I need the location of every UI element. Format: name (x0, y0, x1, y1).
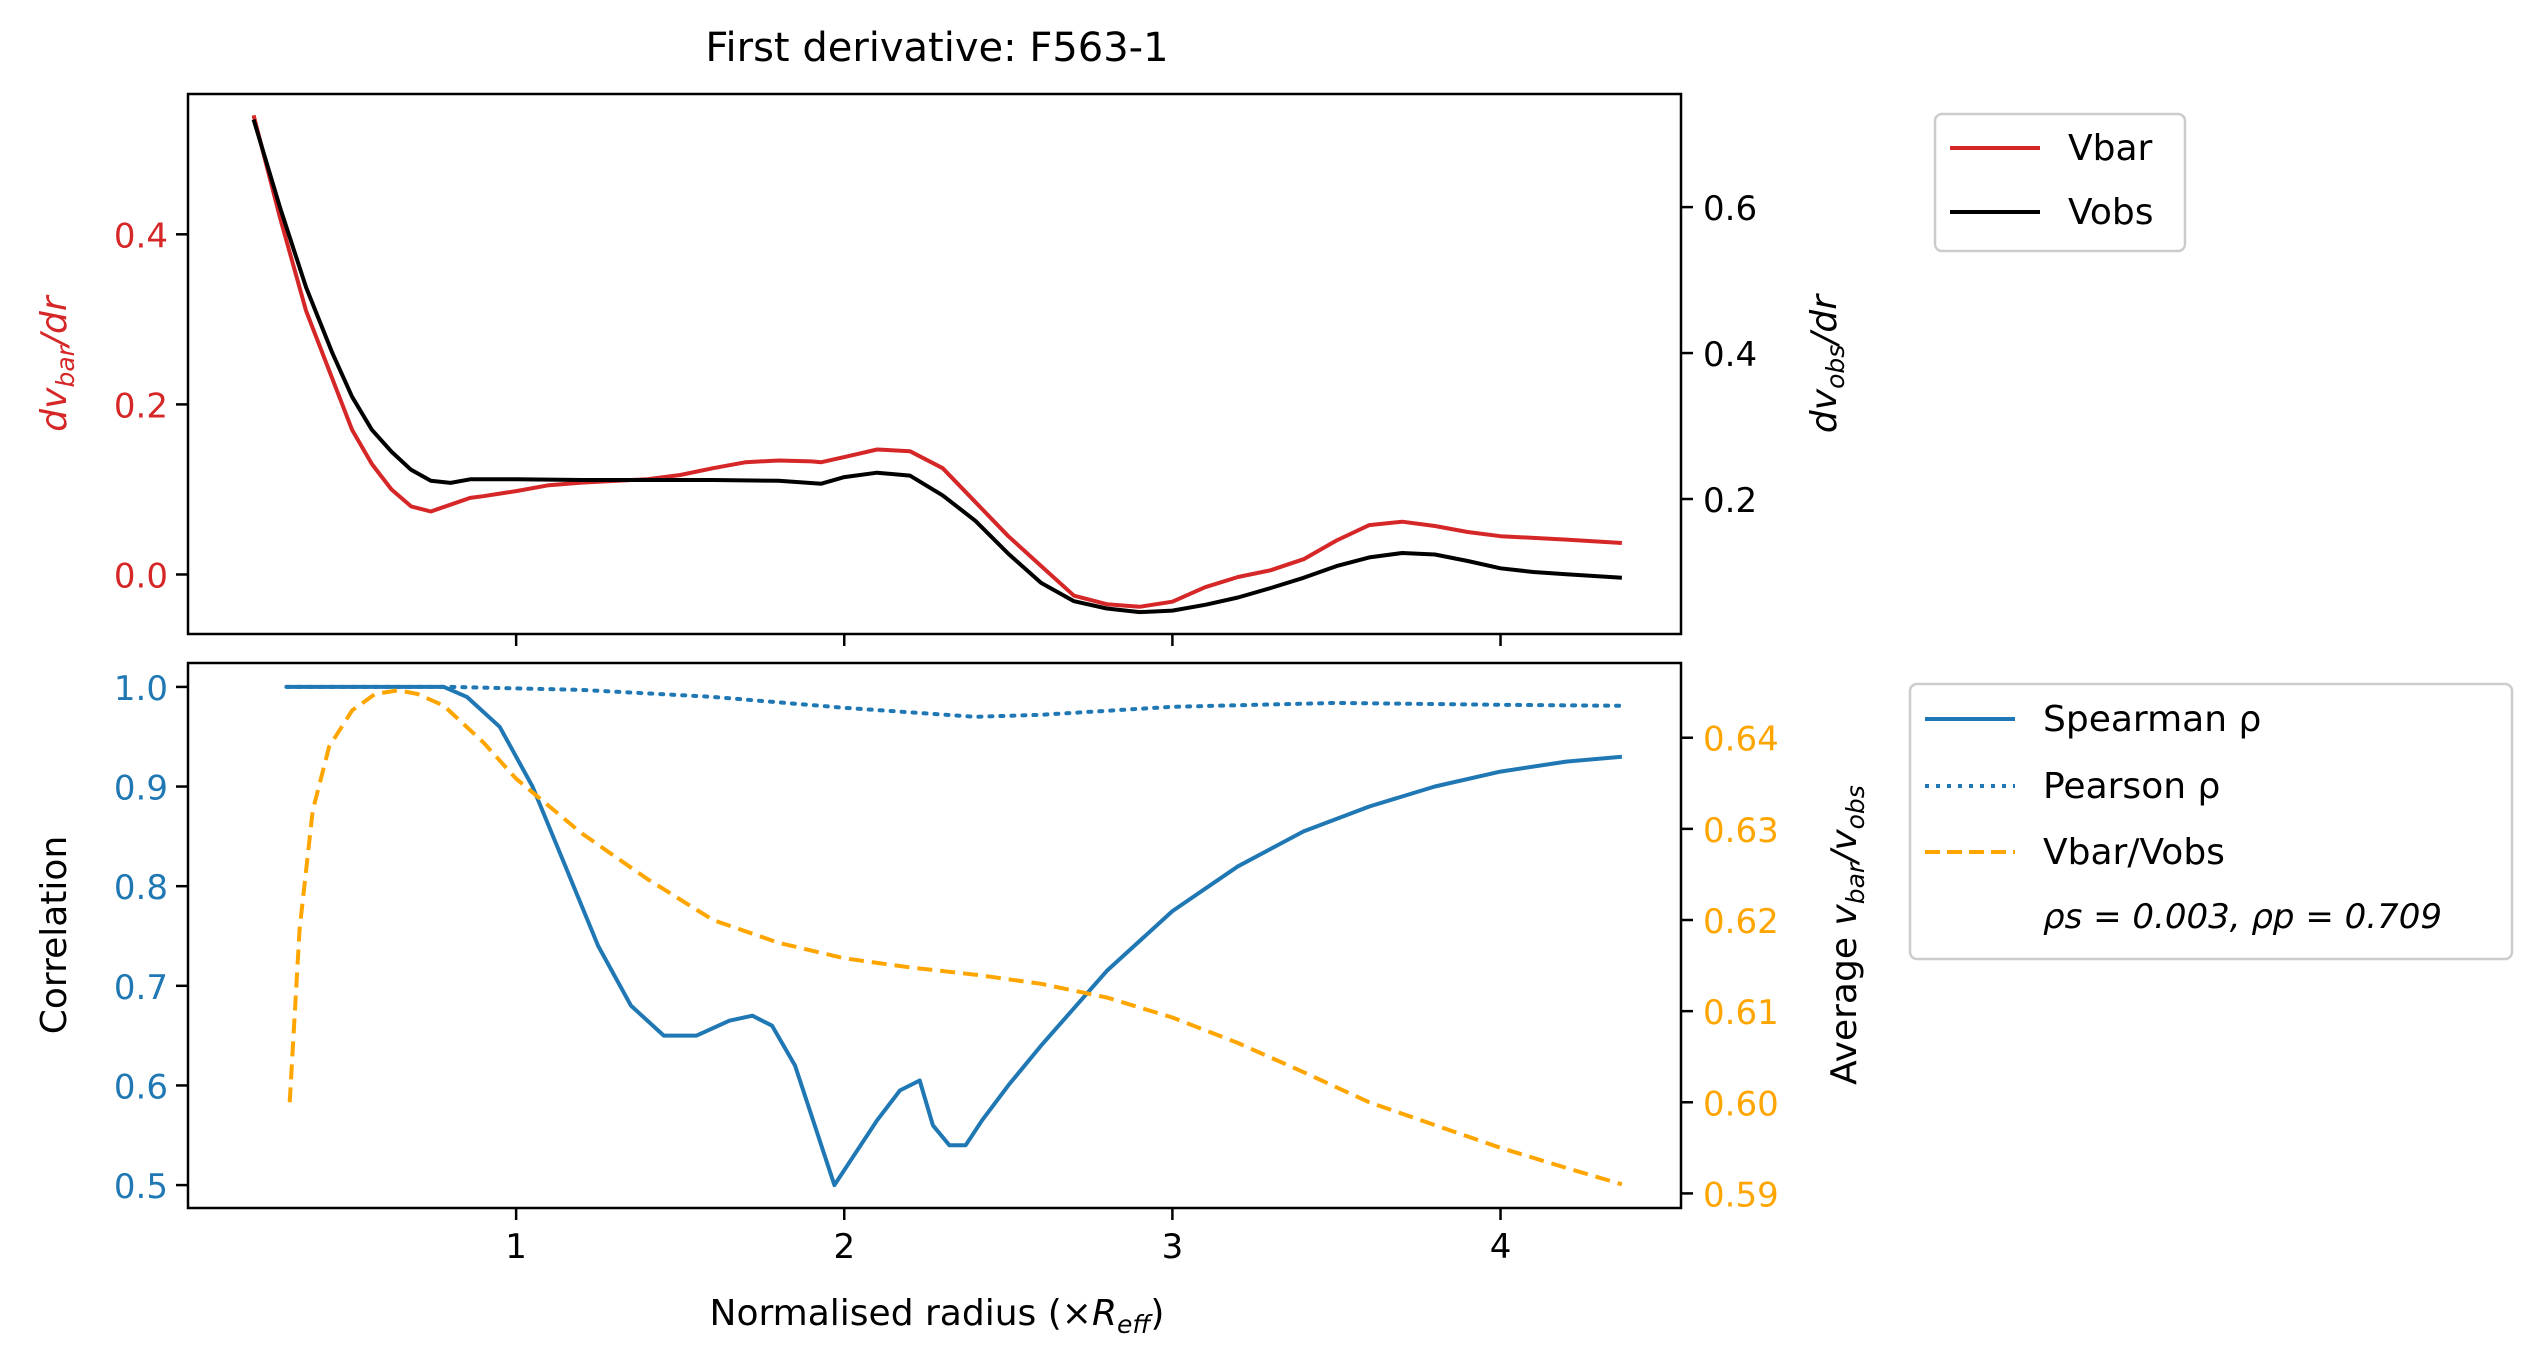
right-axis-tick-label: 0.62 (1703, 902, 1779, 942)
left-axis-tick-label: 0.5 (114, 1167, 168, 1207)
right-axis-tick-label: 0.4 (1703, 335, 1757, 375)
top-axes-frame (186, 92, 1683, 636)
x-axis-label: Normalised radius (×Reff) (710, 1293, 1165, 1339)
bottom-x-axis: 1 2 3 4 (505, 1208, 1511, 1267)
right-axis-tick-label: 0.60 (1703, 1084, 1779, 1124)
right-axis-tick-label: 0.63 (1703, 811, 1779, 851)
legend-spearman-label: Spearman ρ (2043, 699, 2261, 740)
x-axis-tick-label: 2 (833, 1227, 855, 1267)
left-axis-tick-label: 0.9 (114, 769, 168, 809)
top-panel: 0.00.20.4 0.20.40.6 dvbar/dr dvobs/dr (34, 92, 1850, 646)
top-legend: Vbar Vobs (1933, 112, 2187, 253)
top-series-layer (251, 114, 1623, 615)
left-axis-tick-label: 0.7 (114, 968, 168, 1008)
bottom-right-axis-label: Average vbar/vobs (1824, 785, 1870, 1085)
bottom-panel: 0.50.60.70.80.91.0 0.590.600.610.620.630… (34, 661, 1870, 1339)
left-axis-tick-label: 0.4 (114, 216, 168, 256)
series-line-spearman (286, 684, 1623, 1188)
left-axis-tick-label: 0.0 (114, 556, 168, 596)
legend-stats-text: ρs = 0.003, ρp = 0.709 (2043, 897, 2442, 937)
legend-ratio-label: Vbar/Vobs (2043, 832, 2225, 873)
series-line-vbar-vobs (287, 688, 1623, 1187)
top-x-axis (514, 634, 1502, 646)
legend-vobs-label: Vobs (2068, 192, 2153, 233)
left-axis-tick-label: 0.6 (114, 1067, 168, 1107)
right-axis-tick-label: 0.64 (1703, 720, 1779, 760)
bottom-legend-frame (1908, 682, 2514, 961)
legend-pearson-label: Pearson ρ (2043, 766, 2220, 807)
top-right-axis: 0.2 0.4 0.6 (1681, 189, 1757, 521)
series-line-vobs (251, 118, 1623, 615)
bottom-series-layer (284, 684, 1624, 1188)
bottom-left-axis: 0.5 0.6 0.7 0.8 0.9 1.0 (114, 669, 188, 1207)
figure-title: First derivative: F563-1 (705, 25, 1168, 71)
bottom-right-axis: 0.59 0.60 0.61 0.62 0.63 0.64 (1681, 720, 1779, 1215)
bottom-axes-frame (186, 661, 1683, 1210)
right-axis-tick-label: 0.61 (1703, 993, 1779, 1033)
left-axis-tick-label: 0.8 (114, 868, 168, 908)
series-line-vbar (251, 114, 1623, 609)
right-axis-tick-label: 0.2 (1703, 481, 1757, 521)
x-axis-tick-label: 1 (505, 1227, 527, 1267)
left-axis-tick-label: 1.0 (114, 669, 168, 709)
x-axis-tick-label: 3 (1162, 1227, 1184, 1267)
top-left-axis: 0.0 0.2 0.4 (114, 216, 188, 596)
legend-vbar-label: Vbar (2068, 128, 2153, 169)
bottom-legend: Spearman ρ Pearson ρ Vbar/Vobs ρs = 0.00… (1908, 682, 2514, 961)
series-line-pearson (284, 684, 1624, 719)
top-right-axis-label: dvobs/dr (1804, 293, 1850, 433)
bottom-left-axis-label: Correlation (34, 836, 75, 1035)
left-axis-tick-label: 0.2 (114, 386, 168, 426)
right-axis-tick-label: 0.6 (1703, 189, 1757, 229)
right-axis-tick-label: 0.59 (1703, 1175, 1779, 1215)
x-axis-tick-label: 4 (1490, 1227, 1512, 1267)
